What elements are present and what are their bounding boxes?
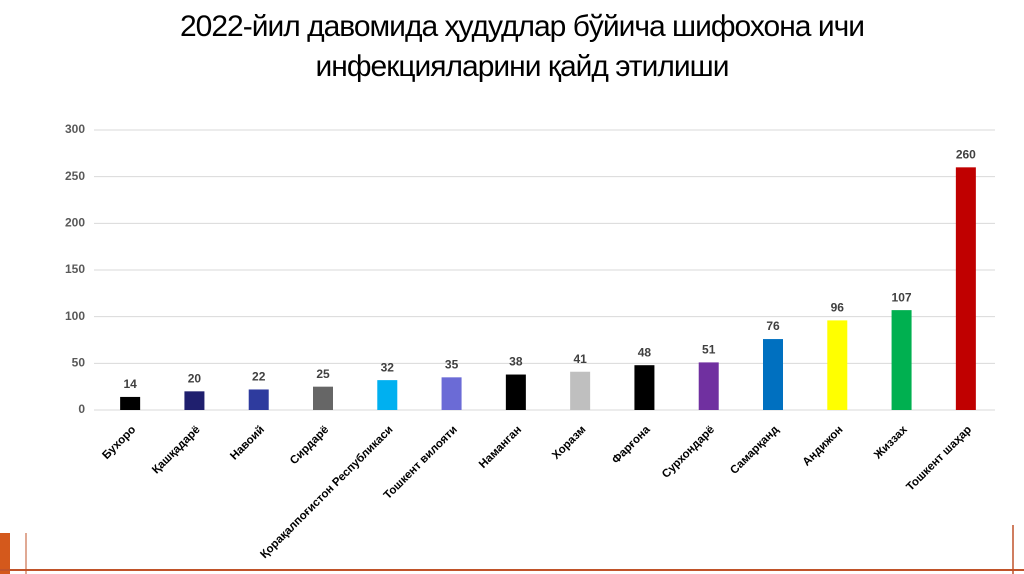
bar bbox=[570, 371, 591, 410]
y-tick-label: 250 bbox=[65, 169, 85, 183]
data-label: 107 bbox=[892, 290, 912, 304]
data-label: 48 bbox=[638, 345, 652, 359]
x-tick-label: Андижон bbox=[801, 424, 846, 469]
bar bbox=[827, 320, 848, 410]
bar bbox=[891, 310, 912, 410]
chart-title: 2022-йил давомида ҳудудлар бўйича шифохо… bbox=[180, 10, 864, 43]
bar bbox=[120, 396, 141, 410]
data-label: 20 bbox=[188, 372, 202, 386]
data-label: 25 bbox=[316, 367, 330, 381]
data-label: 22 bbox=[252, 370, 266, 384]
y-tick-label: 150 bbox=[65, 262, 85, 276]
x-tick-label: Наманган bbox=[477, 424, 524, 471]
data-label: 76 bbox=[766, 319, 780, 333]
bar bbox=[763, 339, 783, 410]
data-label: 41 bbox=[573, 352, 587, 366]
bar bbox=[248, 389, 269, 410]
data-label: 260 bbox=[956, 148, 976, 162]
y-tick-label: 100 bbox=[65, 309, 85, 323]
data-label: 35 bbox=[445, 358, 459, 372]
x-tick-label: Самарқанд bbox=[728, 423, 782, 477]
data-label: 51 bbox=[702, 343, 716, 357]
x-tick-label: Сирдарё bbox=[288, 424, 331, 467]
x-tick-label: Хоразм bbox=[550, 424, 588, 462]
x-tick-label: Бухоро bbox=[100, 424, 138, 462]
bar bbox=[634, 365, 655, 410]
data-label: 96 bbox=[831, 301, 845, 315]
x-tick-label: Жиззах bbox=[871, 423, 910, 462]
bar bbox=[377, 380, 398, 410]
y-tick-label: 300 bbox=[65, 122, 85, 136]
x-tick-label: Қашқадарё bbox=[150, 424, 203, 477]
bar bbox=[955, 167, 976, 410]
x-tick-label: Тошкент вилояти bbox=[382, 424, 460, 502]
x-tick-label: Қорақалпоғистон Республикаси bbox=[258, 424, 395, 561]
data-label: 14 bbox=[123, 377, 137, 391]
chart-title: инфекцияларини қайд этилиши bbox=[316, 50, 729, 83]
x-tick-label: Фарғона bbox=[610, 423, 653, 466]
bar bbox=[698, 362, 719, 410]
bar bbox=[313, 386, 333, 410]
bar bbox=[505, 374, 526, 410]
bar bbox=[441, 377, 462, 410]
x-tick-label: Навоий bbox=[228, 424, 267, 463]
x-tick-label: Тошкент шаҳар bbox=[904, 424, 974, 494]
y-tick-label: 0 bbox=[78, 402, 85, 416]
y-tick-label: 200 bbox=[65, 216, 85, 230]
x-tick-label: Сурхондарё bbox=[660, 424, 717, 481]
y-tick-label: 50 bbox=[72, 356, 86, 370]
bar bbox=[184, 391, 205, 410]
decoration bbox=[0, 533, 10, 574]
data-label: 38 bbox=[509, 355, 523, 369]
data-label: 32 bbox=[381, 360, 395, 374]
